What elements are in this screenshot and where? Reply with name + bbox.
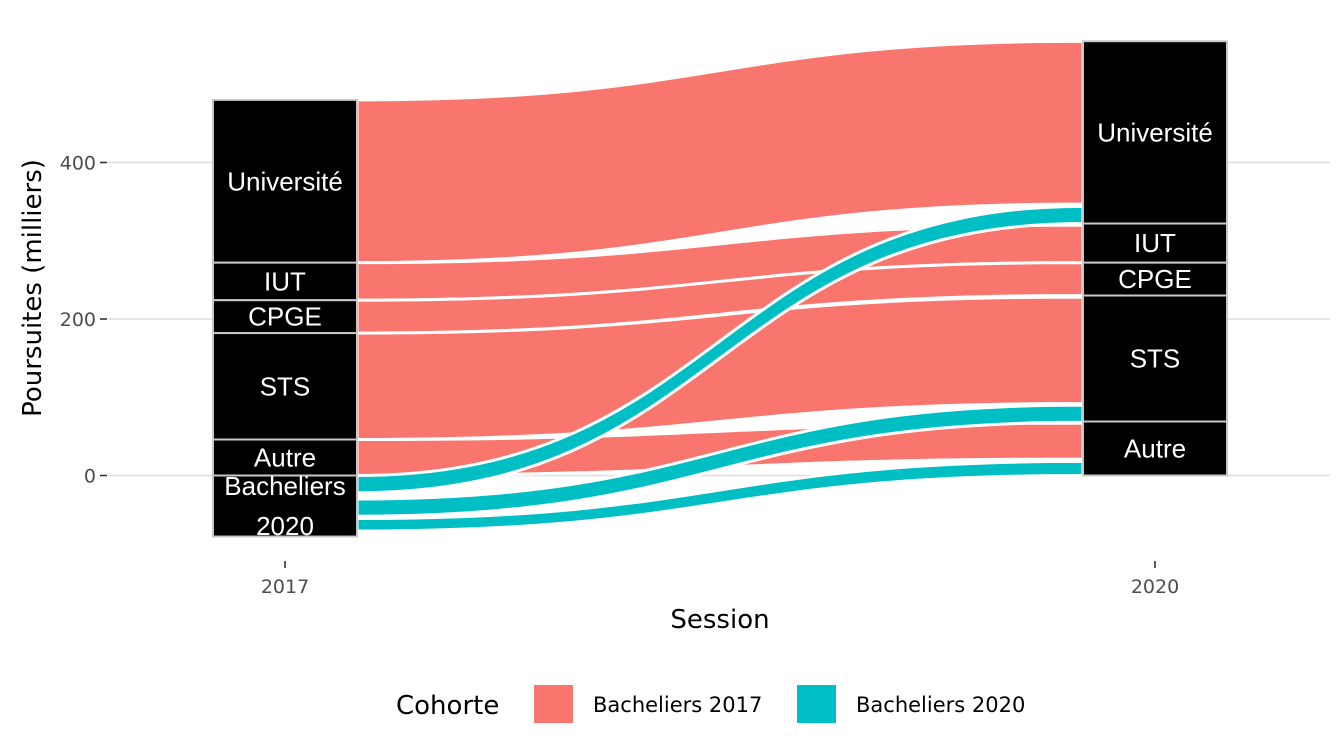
- stratum-2020-iut: [1082, 222, 1228, 264]
- stratum-label-2017-iut: IUT: [264, 266, 306, 296]
- axis-layer: 0 200 400 2017 2020: [60, 153, 1179, 599]
- stratum-label-2017-universite: Université: [227, 166, 343, 196]
- x-tick-label-2020: 2020: [1131, 576, 1179, 598]
- stratum-label-line: STS: [260, 371, 311, 401]
- y-tick-label-400: 400: [60, 153, 96, 175]
- stratum-label-line: STS: [1130, 344, 1181, 374]
- stratum-label-2020-iut: IUT: [1134, 228, 1176, 258]
- legend-label-bacheliers-2017: Bacheliers 2017: [593, 693, 762, 717]
- stratum-label-line: IUT: [1134, 228, 1176, 258]
- legend: Bacheliers 2017 Bacheliers 2020: [534, 685, 1025, 723]
- legend-title: Cohorte: [396, 691, 499, 721]
- stratum-label-line: IUT: [264, 266, 306, 296]
- legend-label-bacheliers-2020: Bacheliers 2020: [856, 693, 1025, 717]
- y-axis-title: Poursuites (milliers): [18, 159, 48, 417]
- stratum-label-line: Université: [1097, 117, 1213, 147]
- stratum-label-2017-sts: STS: [260, 371, 311, 401]
- stratum-label-2020-cpge: CPGE: [1118, 264, 1192, 294]
- stratum-label-line: CPGE: [248, 302, 322, 332]
- stratum-2017-sts: [212, 332, 358, 441]
- y-tick-label-0: 0: [84, 466, 96, 488]
- stratum-label-line: Université: [227, 166, 343, 196]
- stratum-label-line: Bacheliers: [224, 471, 345, 501]
- y-tick-label-200: 200: [60, 309, 96, 331]
- stratum-label-2020-universite: Université: [1097, 117, 1213, 147]
- stratum-2017-autre: [212, 438, 358, 477]
- legend-key-bacheliers-2020: [797, 685, 836, 723]
- stratum-2020-autre: [1082, 420, 1228, 477]
- stratum-label-line: Autre: [1124, 434, 1186, 464]
- stratum-2020-sts: [1082, 294, 1228, 423]
- stratum-label-2020-autre: Autre: [1124, 434, 1186, 464]
- x-axis-title: Session: [670, 605, 769, 635]
- stratum-label-line: 2020: [256, 511, 314, 541]
- stratum-label-2020-sts: STS: [1130, 344, 1181, 374]
- flow-layer: [355, 39, 1085, 533]
- stratum-2017-universite: [212, 98, 358, 264]
- stratum-2020-cpge: [1082, 261, 1228, 297]
- stratum-2017-bacheliers-2020: [212, 474, 358, 538]
- stratum-label-line: Autre: [254, 443, 316, 473]
- legend-key-bacheliers-2017: [534, 685, 573, 723]
- stratum-label-line: CPGE: [1118, 264, 1192, 294]
- stratum-label-2017-cpge: CPGE: [248, 302, 322, 332]
- stratum-label-2017-bacheliers-2020: Bacheliers 2020: [224, 471, 345, 541]
- stratum-label-2017-autre: Autre: [254, 443, 316, 473]
- x-tick-label-2017: 2017: [261, 576, 309, 598]
